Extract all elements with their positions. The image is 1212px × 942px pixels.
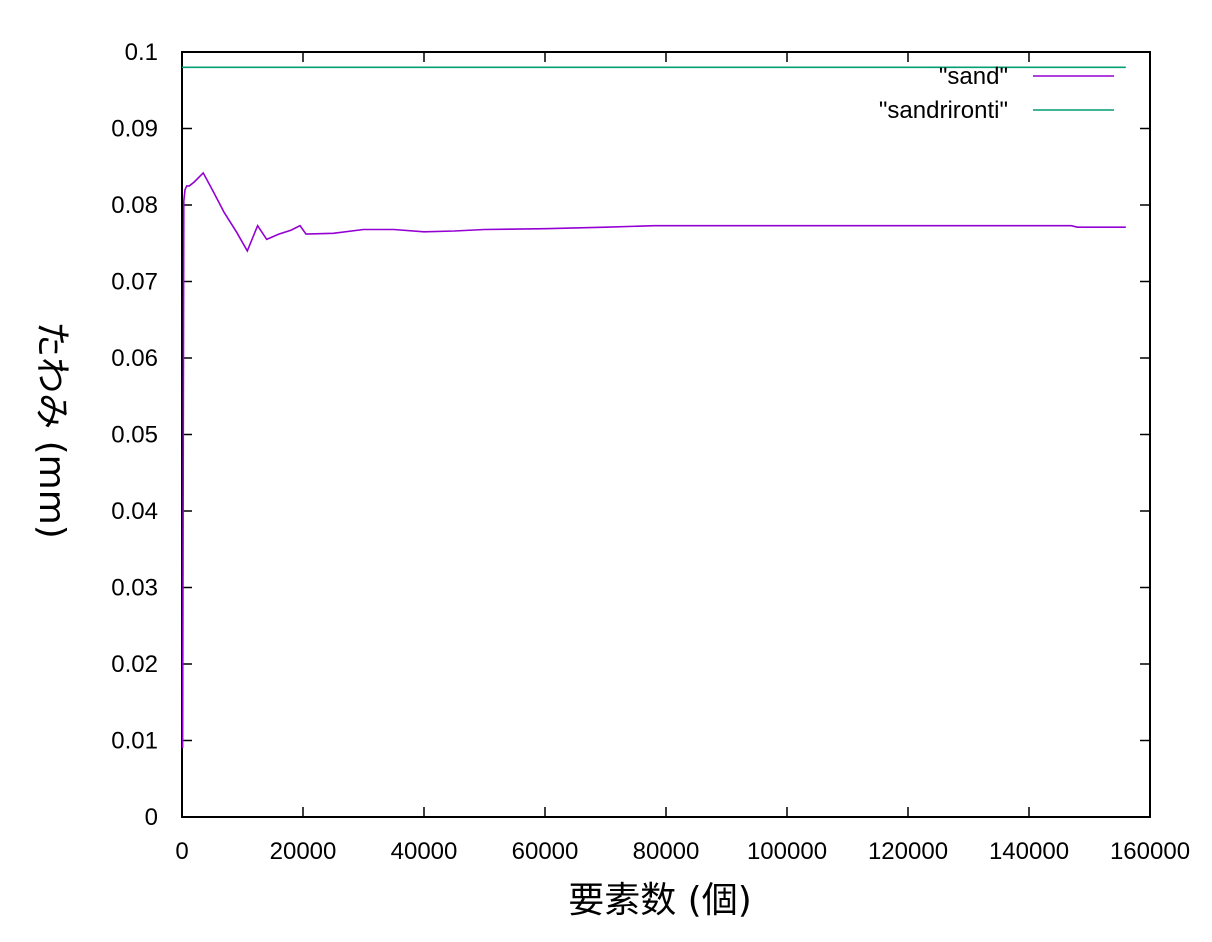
series-line-0 (181, 171, 1126, 749)
y-tick-label: 0.03 (111, 575, 158, 602)
x-tick-label: 20000 (270, 838, 337, 865)
y-tick-label: 0.02 (111, 651, 158, 678)
x-tick-label: 140000 (989, 838, 1069, 865)
legend-label: "sandrironti" (879, 97, 1008, 124)
y-tick-label: 0.08 (111, 192, 158, 219)
axis-ticks (181, 51, 1151, 818)
legend-label: "sand" (939, 63, 1008, 90)
x-tick-label: 100000 (747, 838, 827, 865)
x-tick-label: 80000 (633, 838, 700, 865)
x-tick-label: 0 (175, 838, 188, 865)
x-axis-title: 要素数 (個) (568, 880, 752, 921)
x-tick-label: 120000 (868, 838, 948, 865)
y-tick-label: 0.06 (111, 345, 158, 372)
x-tick-label: 160000 (1110, 838, 1190, 865)
y-tick-label: 0.04 (111, 498, 158, 525)
series-lines (181, 66, 1126, 749)
y-tick-label: 0.05 (111, 422, 158, 449)
y-tick-label: 0.01 (111, 728, 158, 755)
axis-tick-labels: 0 20000 40000 60000 80000 100000 120000 140000 1… (111, 39, 1190, 865)
legend: "sand" "sandrironti" (879, 63, 1114, 124)
y-axis-title: たわみ (mm) (31, 321, 72, 539)
x-tick-label: 40000 (391, 838, 458, 865)
y-tick-label: 0.07 (111, 269, 158, 296)
y-tick-label: 0.1 (125, 39, 158, 66)
y-tick-label: 0 (145, 804, 158, 831)
plot-frame (181, 51, 1151, 818)
y-tick-label: 0.09 (111, 116, 158, 143)
x-tick-label: 60000 (512, 838, 579, 865)
